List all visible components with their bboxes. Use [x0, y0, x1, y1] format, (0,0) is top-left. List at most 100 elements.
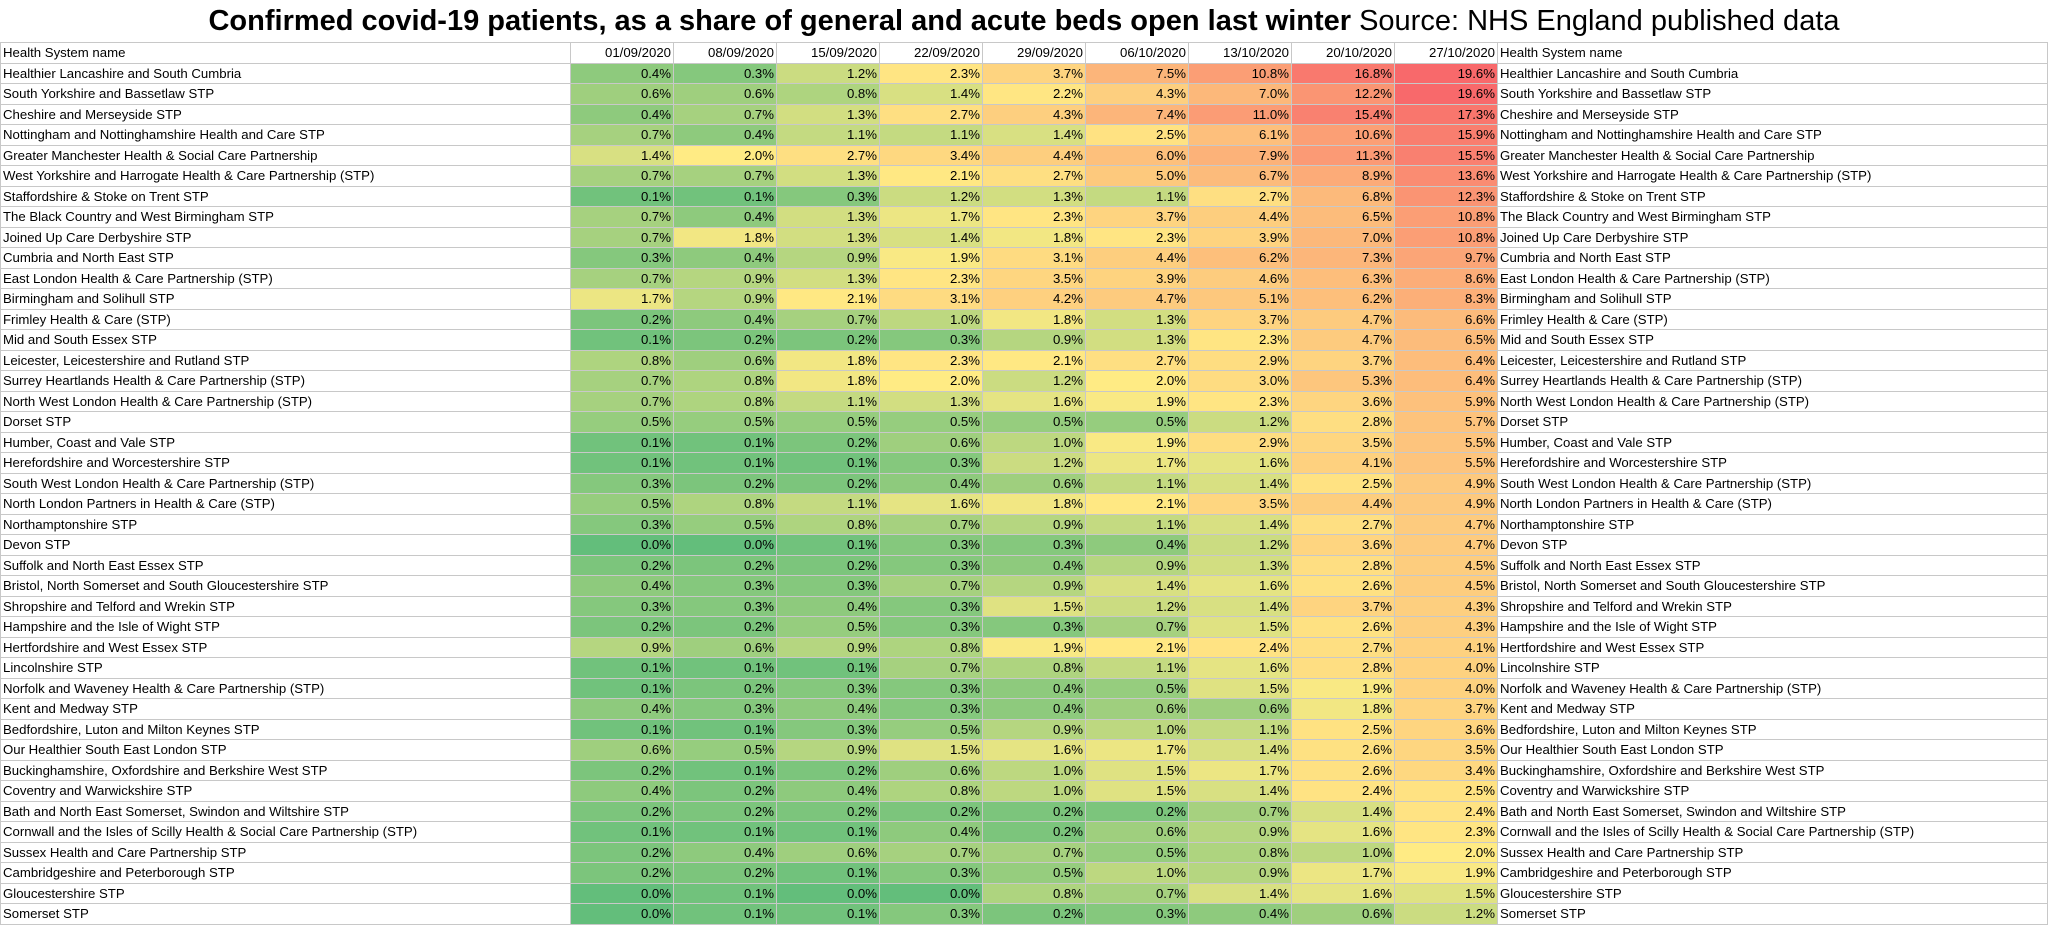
- value-cell: 6.5%: [1394, 329, 1498, 351]
- value-cell: 11.0%: [1188, 103, 1292, 125]
- value-cell: 1.4%: [1188, 780, 1292, 802]
- value-cell: 0.3%: [879, 534, 983, 556]
- value-cell: 15.9%: [1394, 124, 1498, 146]
- value-cell: 8.9%: [1291, 165, 1395, 187]
- value-cell: 0.2%: [776, 554, 880, 576]
- value-cell: 0.9%: [982, 718, 1086, 740]
- value-cell: 0.3%: [982, 616, 1086, 638]
- value-cell: 0.2%: [1085, 800, 1189, 822]
- row-name: Frimley Health & Care (STP): [0, 308, 571, 330]
- column-header-date: 01/09/2020: [570, 42, 674, 64]
- value-cell: 1.8%: [776, 349, 880, 371]
- value-cell: 3.5%: [1188, 493, 1292, 515]
- value-cell: 2.3%: [982, 206, 1086, 228]
- value-cell: 6.8%: [1291, 185, 1395, 207]
- value-cell: 1.4%: [1188, 739, 1292, 761]
- row-name-right: Joined Up Care Derbyshire STP: [1497, 226, 2048, 248]
- row-name-right: Sussex Health and Care Partnership STP: [1497, 841, 2048, 863]
- row-name-right: Surrey Heartlands Health & Care Partners…: [1497, 370, 2048, 392]
- chart-title: Confirmed covid-19 patients, as a share …: [208, 4, 1352, 37]
- value-cell: 0.2%: [570, 800, 674, 822]
- value-cell: 4.4%: [1085, 247, 1189, 269]
- value-cell: 0.8%: [982, 882, 1086, 904]
- value-cell: 0.6%: [879, 759, 983, 781]
- value-cell: 1.6%: [1188, 575, 1292, 597]
- row-name-right: West Yorkshire and Harrogate Health & Ca…: [1497, 165, 2048, 187]
- value-cell: 4.7%: [1085, 288, 1189, 310]
- value-cell: 0.7%: [1085, 616, 1189, 638]
- value-cell: 1.3%: [1085, 329, 1189, 351]
- value-cell: 1.7%: [879, 206, 983, 228]
- value-cell: 0.3%: [570, 513, 674, 535]
- value-cell: 2.9%: [1188, 349, 1292, 371]
- value-cell: 0.9%: [776, 636, 880, 658]
- value-cell: 1.9%: [982, 636, 1086, 658]
- value-cell: 0.4%: [879, 821, 983, 843]
- value-cell: 6.1%: [1188, 124, 1292, 146]
- value-cell: 5.7%: [1394, 411, 1498, 433]
- value-cell: 1.6%: [879, 493, 983, 515]
- value-cell: 0.8%: [673, 493, 777, 515]
- value-cell: 0.7%: [982, 841, 1086, 863]
- value-cell: 0.8%: [673, 370, 777, 392]
- value-cell: 1.1%: [776, 390, 880, 412]
- table-row: West Yorkshire and Harrogate Health & Ca…: [0, 165, 2048, 187]
- value-cell: 0.7%: [570, 390, 674, 412]
- value-cell: 3.7%: [1291, 349, 1395, 371]
- value-cell: 1.2%: [1085, 595, 1189, 617]
- value-cell: 0.2%: [982, 800, 1086, 822]
- table-row: Bristol, North Somerset and South Glouce…: [0, 575, 2048, 597]
- value-cell: 3.5%: [1394, 739, 1498, 761]
- table-row: South Yorkshire and Bassetlaw STP 0.6% 0.6…: [0, 83, 2048, 105]
- value-cell: 0.1%: [673, 185, 777, 207]
- value-cell: 4.9%: [1394, 472, 1498, 494]
- value-cell: 4.3%: [1085, 83, 1189, 105]
- row-name-right: Frimley Health & Care (STP): [1497, 308, 2048, 330]
- value-cell: 1.3%: [776, 103, 880, 125]
- value-cell: 0.1%: [776, 657, 880, 679]
- table-row: Hampshire and the Isle of Wight STP 0.2% 0…: [0, 616, 2048, 638]
- value-cell: 0.1%: [673, 431, 777, 453]
- value-cell: 0.2%: [570, 759, 674, 781]
- value-cell: 4.7%: [1291, 329, 1395, 351]
- value-cell: 4.7%: [1394, 513, 1498, 535]
- row-name-right: Suffolk and North East Essex STP: [1497, 554, 2048, 576]
- row-name-right: Norfolk and Waveney Health & Care Partne…: [1497, 677, 2048, 699]
- value-cell: 0.5%: [879, 411, 983, 433]
- value-cell: 2.3%: [879, 349, 983, 371]
- value-cell: 0.4%: [570, 575, 674, 597]
- value-cell: 0.6%: [673, 83, 777, 105]
- table-row: Dorset STP 0.5% 0.5% 0.5% 0.5% 0.5% 0.5% 1.2% 2.…: [0, 411, 2048, 433]
- value-cell: 0.3%: [673, 62, 777, 84]
- value-cell: 2.1%: [879, 165, 983, 187]
- row-name: Greater Manchester Health & Social Care …: [0, 144, 571, 166]
- value-cell: 12.3%: [1394, 185, 1498, 207]
- value-cell: 0.6%: [570, 739, 674, 761]
- value-cell: 0.7%: [570, 267, 674, 289]
- value-cell: 4.3%: [1394, 616, 1498, 638]
- table-row: Bedfordshire, Luton and Milton Keynes ST…: [0, 718, 2048, 740]
- column-header-date: 27/10/2020: [1394, 42, 1498, 64]
- value-cell: 0.7%: [570, 226, 674, 248]
- value-cell: 0.7%: [1085, 882, 1189, 904]
- value-cell: 0.4%: [982, 698, 1086, 720]
- value-cell: 1.5%: [1188, 677, 1292, 699]
- value-cell: 3.0%: [1188, 370, 1292, 392]
- value-cell: 10.8%: [1394, 206, 1498, 228]
- value-cell: 0.4%: [673, 247, 777, 269]
- row-name: Shropshire and Telford and Wrekin STP: [0, 595, 571, 617]
- value-cell: 2.5%: [1291, 718, 1395, 740]
- value-cell: 0.2%: [673, 800, 777, 822]
- value-cell: 1.8%: [1291, 698, 1395, 720]
- value-cell: 1.3%: [776, 267, 880, 289]
- row-name: Suffolk and North East Essex STP: [0, 554, 571, 576]
- value-cell: 0.6%: [673, 636, 777, 658]
- value-cell: 0.1%: [673, 882, 777, 904]
- value-cell: 3.4%: [1394, 759, 1498, 781]
- value-cell: 2.0%: [1394, 841, 1498, 863]
- value-cell: 1.1%: [1085, 657, 1189, 679]
- value-cell: 1.8%: [982, 226, 1086, 248]
- table-row: Frimley Health & Care (STP) 0.2% 0.4% 0.7% 1…: [0, 308, 2048, 330]
- row-name: Cheshire and Merseyside STP: [0, 103, 571, 125]
- value-cell: 4.4%: [982, 144, 1086, 166]
